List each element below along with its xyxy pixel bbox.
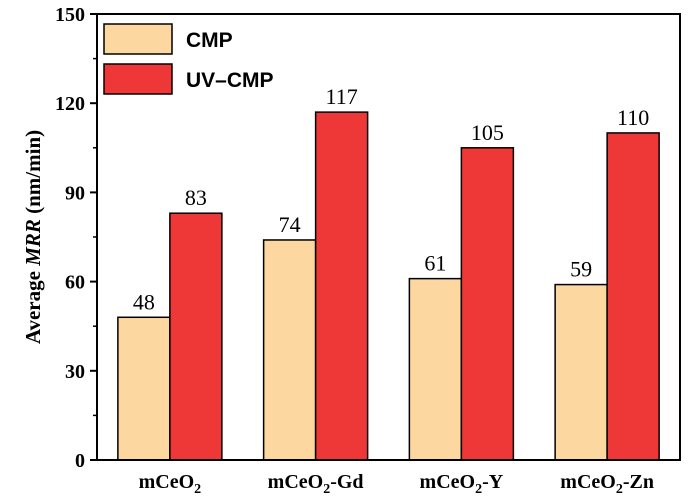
data-label: 83	[185, 185, 207, 210]
plot-frame	[96, 13, 681, 461]
bar	[262, 239, 317, 461]
y-tick-label: 60	[65, 272, 85, 294]
bar	[460, 147, 515, 461]
data-label: 61	[424, 251, 446, 276]
y-tick-label: 30	[65, 361, 85, 383]
data-label: 48	[133, 289, 155, 314]
y-tick-label: 120	[55, 93, 85, 115]
y-tick-label: 0	[75, 450, 85, 472]
x-tick-label: mCeO2-Zn	[560, 471, 654, 497]
x-tick-label: mCeO2	[139, 471, 202, 497]
data-label: 105	[471, 120, 504, 145]
data-label: 110	[617, 105, 649, 130]
value-labels: 48 83 74 117 61 105 59 110	[133, 84, 649, 314]
legend-swatch	[103, 63, 173, 95]
bar	[117, 316, 171, 461]
y-axis: 0 30 60 90 120 150	[55, 4, 97, 472]
legend-label: UV–CMP	[186, 69, 274, 92]
legend-swatch	[103, 23, 173, 55]
data-label: 74	[279, 212, 301, 237]
y-axis-label: Average MRR (nm/min)	[21, 130, 45, 344]
x-axis-categories: mCeO2 mCeO2-Gd mCeO2-Y mCeO2-Zn	[139, 471, 654, 497]
data-label: 117	[326, 84, 358, 109]
bars	[117, 111, 660, 461]
bar	[169, 212, 223, 461]
x-tick-label: mCeO2-Gd	[268, 471, 364, 497]
y-tick-label: 90	[65, 182, 85, 204]
legend-label: CMP	[186, 29, 233, 52]
bar	[606, 132, 660, 461]
y-tick-label: 150	[55, 4, 85, 26]
legend: CMP UV–CMP	[103, 23, 274, 95]
x-tick-label: mCeO2-Y	[420, 471, 504, 497]
bar	[314, 111, 369, 461]
bar	[554, 283, 608, 461]
data-label: 59	[570, 257, 592, 282]
bar	[408, 277, 463, 461]
